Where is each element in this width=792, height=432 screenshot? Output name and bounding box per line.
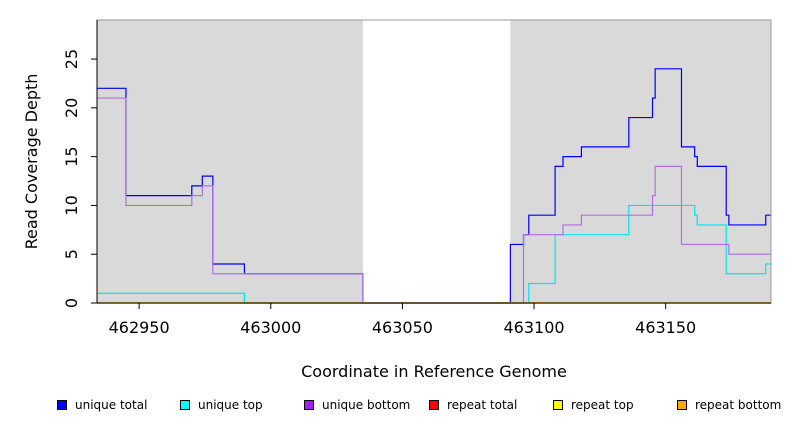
legend-swatch [304,400,314,410]
x-tick-label-463050: 463050 [372,318,433,337]
legend-swatch [180,400,190,410]
legend-swatch [57,400,67,410]
y-tick-label-15: 15 [62,146,81,166]
legend-item-unique-bottom: unique bottom [304,398,410,412]
x-tick-label-463000: 463000 [240,318,301,337]
y-tick-label-20: 20 [62,98,81,118]
legend-item-repeat-top: repeat top [553,398,634,412]
legend-label: repeat top [571,398,634,412]
y-tick-label-0: 0 [62,298,81,308]
background-region-1 [97,20,363,303]
legend-swatch [677,400,687,410]
background-regions [97,20,771,303]
background-region-2 [362,20,511,303]
legend-label: repeat bottom [695,398,782,412]
legend-item-repeat-total: repeat total [429,398,517,412]
x-axis-title: Coordinate in Reference Genome [301,362,567,381]
y-tick-label-25: 25 [62,49,81,69]
legend-swatch [553,400,563,410]
background-region-3 [510,20,771,303]
x-tick-label-463100: 463100 [504,318,565,337]
x-tick-label-462950: 462950 [109,318,170,337]
series-line-unique-bottom [97,97,771,304]
legend-item-unique-top: unique top [180,398,263,412]
legend-label: unique bottom [322,398,411,412]
legend-label: unique top [198,398,263,412]
y-axis-title: Read Coverage Depth [22,74,41,250]
axes: 462950 463000 463050 463100 463150 0 5 10 15 20 25 [62,20,771,337]
x-tick-label-463150: 463150 [635,318,696,337]
legend-item-repeat-bottom: repeat bottom [677,398,781,412]
legend-label: unique total [75,398,148,412]
y-tick-label-5: 5 [62,249,81,259]
y-tick-label-10: 10 [62,195,81,215]
legend-item-unique-total: unique total [57,398,147,412]
legend-swatch [429,400,439,410]
legend-label: repeat total [447,398,518,412]
legend: unique total unique top unique bottom re… [0,398,792,420]
